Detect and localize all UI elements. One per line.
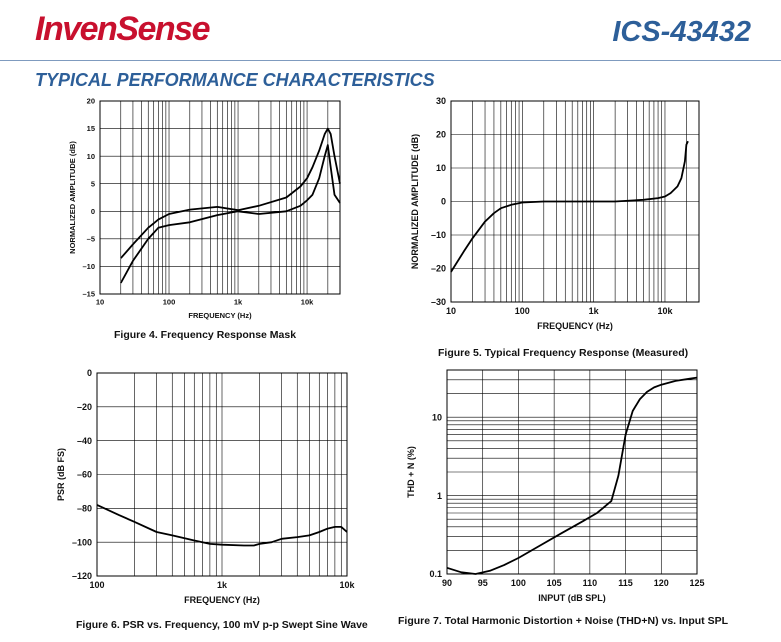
y-tick-label: 10 <box>87 152 95 161</box>
x-tick-label: 10k <box>657 306 673 316</box>
x-tick-label: 90 <box>442 578 452 588</box>
x-axis-label: FREQUENCY (Hz) <box>537 321 613 331</box>
y-tick-label: –40 <box>77 436 92 446</box>
plot-frame <box>446 369 698 575</box>
y-tick-label: –60 <box>77 470 92 480</box>
y-tick-label: –20 <box>77 402 92 412</box>
x-tick-label: 100 <box>89 580 104 590</box>
grid <box>97 373 347 576</box>
x-tick-label: 110 <box>583 578 598 588</box>
y-tick-label: 0.1 <box>429 569 442 579</box>
y-tick-label: 0 <box>441 197 446 207</box>
y-tick-label: –10 <box>431 230 446 240</box>
x-tick-label: 115 <box>618 578 633 588</box>
y-tick-label: –120 <box>72 571 92 581</box>
plot-frame <box>99 100 341 295</box>
y-tick-label: 1 <box>437 491 442 501</box>
brand-logo: InvenSense <box>35 10 210 48</box>
y-tick-label: 10 <box>432 412 442 422</box>
series-line-1 <box>120 127 341 259</box>
x-tick-label: 1k <box>589 306 600 316</box>
y-tick-label: –10 <box>82 262 95 271</box>
header-rule <box>0 60 781 61</box>
x-tick-label: 10 <box>446 306 456 316</box>
y-tick-label: 30 <box>436 96 446 106</box>
x-tick-label: 10 <box>96 298 104 307</box>
series-line-2 <box>120 144 341 284</box>
caption-fig4: Figure 4. Frequency Response Mask <box>114 329 297 341</box>
y-tick-label: 15 <box>87 124 95 133</box>
y-tick-label: –100 <box>72 537 92 547</box>
x-tick-label: 100 <box>511 578 526 588</box>
x-tick-label: 125 <box>689 578 704 588</box>
x-axis-label: FREQUENCY (Hz) <box>184 595 260 605</box>
y-axis-label: PSR (dB FS) <box>56 448 66 501</box>
section-title: TYPICAL PERFORMANCE CHARACTERISTICS <box>35 70 435 90</box>
plot-frame <box>450 100 700 303</box>
y-tick-label: 0 <box>87 368 92 378</box>
grid <box>451 101 699 302</box>
y-tick-label: 20 <box>436 130 446 140</box>
grid <box>447 370 697 574</box>
x-tick-label: 10k <box>339 580 355 590</box>
x-tick-label: 1k <box>217 580 228 590</box>
part-number: ICS-43432 <box>612 16 751 48</box>
series-line-1 <box>450 140 689 273</box>
caption-fig7: Figure 7. Total Harmonic Distortion + No… <box>398 615 729 627</box>
y-axis-label: THD + N (%) <box>406 446 416 498</box>
y-tick-label: 5 <box>91 179 95 188</box>
x-tick-label: 120 <box>654 578 669 588</box>
x-tick-label: 100 <box>163 298 176 307</box>
y-tick-label: –15 <box>82 290 95 299</box>
y-tick-label: –5 <box>87 234 95 243</box>
series-line-1 <box>96 504 348 547</box>
y-axis-label: NORMALIZED AMPLITUDE (dB) <box>68 141 77 254</box>
y-tick-label: 20 <box>87 97 95 106</box>
x-axis-label: FREQUENCY (Hz) <box>188 311 252 320</box>
caption-fig5: Figure 5. Typical Frequency Response (Me… <box>438 347 689 359</box>
series-line-1 <box>446 376 698 575</box>
y-tick-label: –80 <box>77 503 92 513</box>
caption-fig6: Figure 6. PSR vs. Frequency, 100 mV p-p … <box>76 619 368 631</box>
x-tick-label: 10k <box>301 298 314 307</box>
x-axis-label: INPUT (dB SPL) <box>538 593 606 603</box>
y-axis-label: NORMALIZED AMPLITUDE (dB) <box>410 134 420 269</box>
x-tick-label: 105 <box>547 578 562 588</box>
x-tick-label: 1k <box>234 298 243 307</box>
grid <box>100 101 340 294</box>
x-tick-label: 100 <box>515 306 530 316</box>
y-tick-label: 0 <box>91 207 95 216</box>
y-tick-label: 10 <box>436 163 446 173</box>
plot-frame <box>96 372 348 577</box>
y-tick-label: –30 <box>431 297 446 307</box>
x-tick-label: 95 <box>478 578 488 588</box>
y-tick-label: –20 <box>431 264 446 274</box>
